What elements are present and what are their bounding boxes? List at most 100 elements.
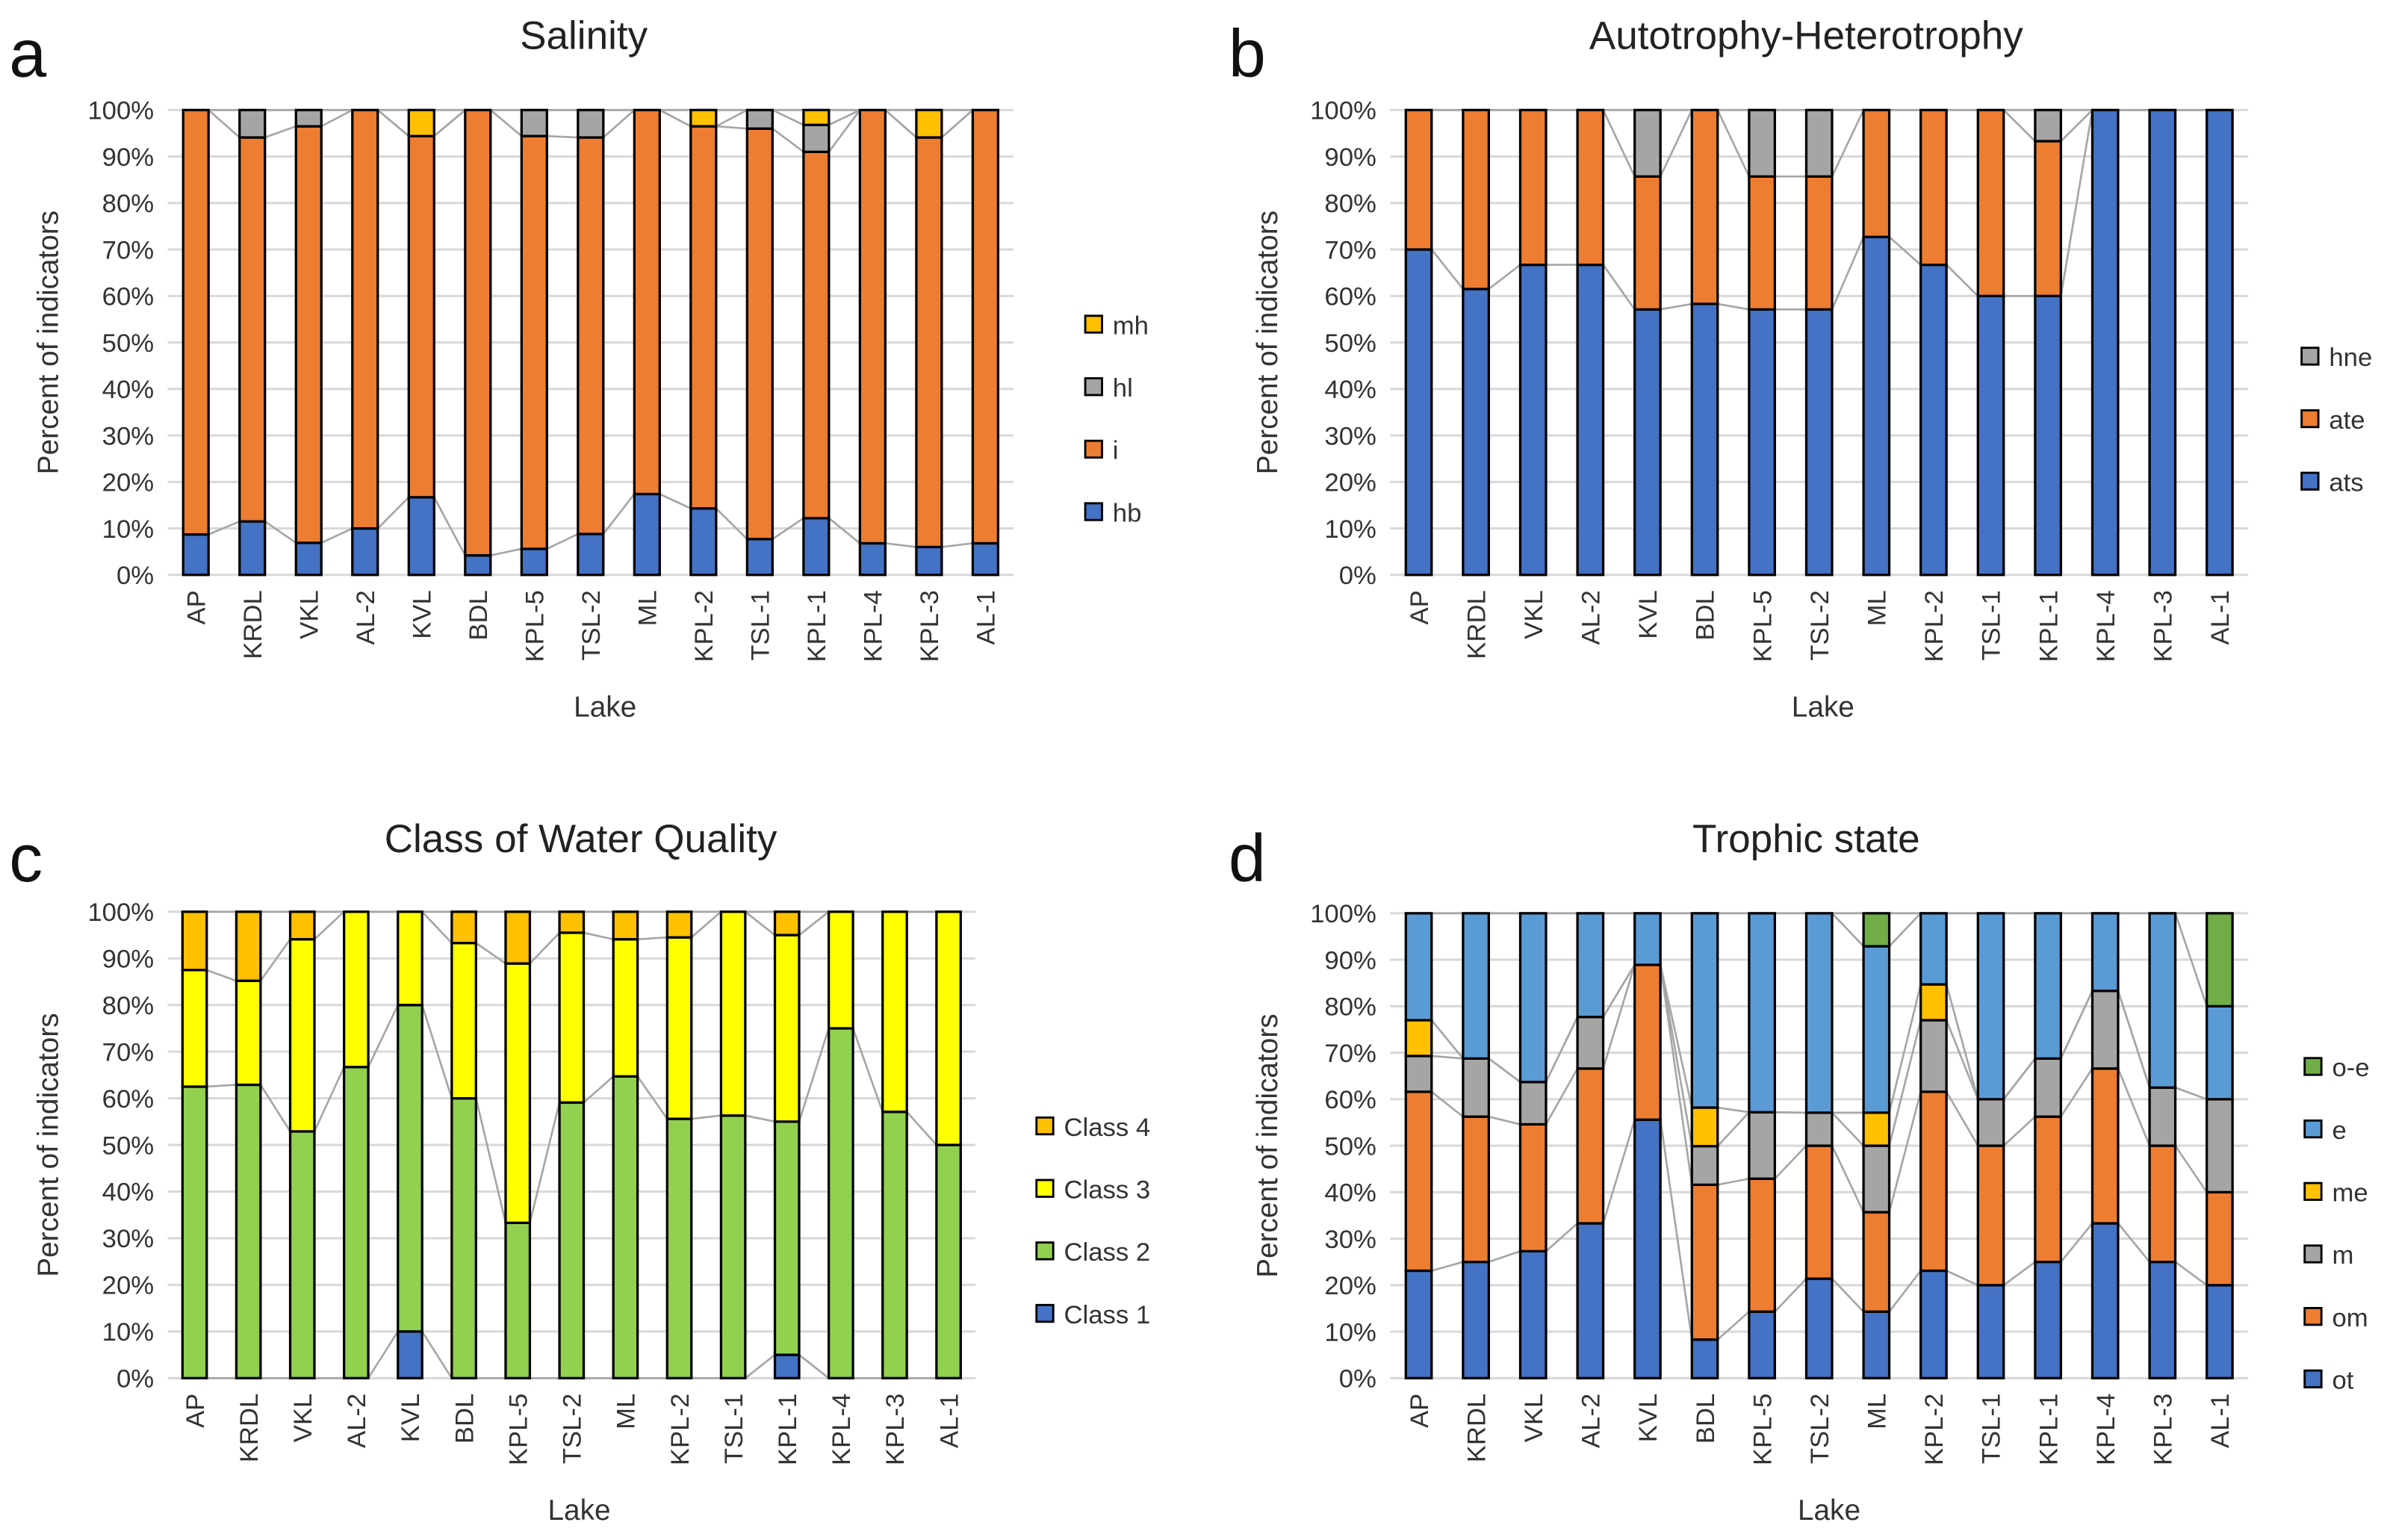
bar-segment-e (1518, 912, 1548, 1084)
series-line-Class 3 (745, 910, 776, 937)
legend-label: hl (1113, 374, 1133, 403)
chart-title: Trophic state (1692, 817, 1920, 861)
series-line-om (1717, 1177, 1750, 1186)
series-line-hb (659, 493, 692, 509)
bar-segment-ats (2148, 108, 2177, 577)
x-tick-label: KPL-3 (881, 1394, 910, 1465)
bar-segment-i (577, 136, 605, 535)
bar-segment-Class 2 (450, 1096, 477, 1379)
y-tick-label: 60% (102, 1085, 154, 1114)
bar-segment-me (1919, 983, 1948, 1022)
bar-segment-ats (1518, 263, 1548, 577)
bar-segment-m (1518, 1081, 1548, 1126)
bar-segment-m (1748, 1111, 1776, 1180)
legend-swatch-hb (1084, 502, 1103, 521)
y-tick-label: 10% (102, 515, 154, 544)
series-line-Class 1 (421, 1331, 453, 1379)
bar-segment-Class 4 (450, 910, 477, 945)
series-line-hb (715, 507, 748, 540)
bar-segment-hb (520, 547, 548, 577)
bar-segment-Class 2 (181, 1085, 208, 1379)
series-line-hl (433, 109, 466, 137)
x-tick-label: KPL-1 (2034, 1394, 2063, 1465)
legend-label: Class 2 (1064, 1238, 1150, 1267)
bar-segment-ats (1404, 248, 1433, 577)
series-line-ats (1488, 264, 1521, 291)
x-tick-label: AL-1 (935, 1394, 963, 1448)
bar-segment-Class 4 (181, 910, 208, 972)
y-tick-label: 10% (1324, 1318, 1376, 1347)
bar-segment-ot (1633, 1118, 1662, 1379)
series-line-ats (1717, 302, 1750, 311)
series-line-om (1888, 1091, 1922, 1213)
x-tick-label: KPL-4 (2092, 590, 2120, 662)
legend-swatch-m (2303, 1244, 2323, 1264)
series-line-e (2174, 913, 2208, 1007)
x-tick-label: AL-1 (2206, 1394, 2235, 1448)
bar-segment-hne (1804, 108, 1834, 178)
legend-swatch-Class 2 (1035, 1241, 1055, 1261)
y-tick-label: 30% (1324, 1226, 1376, 1254)
y-tick-label: 50% (1324, 1132, 1376, 1161)
bar-segment-i (351, 108, 379, 530)
series-line-m (1716, 1111, 1750, 1147)
y-tick-label: 0% (117, 1365, 154, 1394)
x-tick-label: KPL-3 (2150, 1394, 2178, 1465)
series-line-Class 2 (583, 1075, 615, 1104)
series-line-Class 2 (420, 1005, 453, 1099)
legend-swatch-Class 1 (1035, 1303, 1055, 1323)
bar-segment-ats (1862, 235, 1891, 577)
x-tick-label: KPL-1 (803, 590, 831, 662)
series-line-Class 3 (798, 910, 830, 937)
x-tick-label: AL-1 (2206, 590, 2235, 645)
series-line-me (1888, 984, 1922, 1114)
series-line-ate (1831, 109, 1865, 177)
series-line-m (1831, 1111, 1865, 1146)
y-tick-label: 40% (102, 1179, 154, 1207)
legend-label: Class 4 (1064, 1114, 1150, 1142)
bar-segment-ate (2034, 140, 2062, 297)
series-line-ate (1659, 109, 1693, 177)
chart-title: Salinity (520, 14, 648, 58)
x-tick-label: KPL-4 (860, 590, 888, 662)
legend-swatch-ot (2303, 1369, 2323, 1388)
bar-segment-i (915, 136, 943, 549)
legend-swatch-o-e (2303, 1057, 2323, 1076)
series-line-ot (1488, 1250, 1521, 1263)
y-tick-label: 100% (1310, 97, 1376, 125)
legend-label: hne (2329, 344, 2372, 372)
x-tick-label: KVL (1634, 590, 1663, 639)
series-line-hl (772, 109, 804, 126)
bar-segment-m (1690, 1145, 1719, 1186)
legend-label: i (1113, 437, 1119, 465)
series-line-me (1659, 964, 1693, 1108)
x-axis-label: Lake (1792, 692, 1854, 724)
x-axis-label: Lake (1798, 1494, 1860, 1527)
bar-segment-ats (1804, 308, 1834, 577)
bar-segment-ot (1576, 1222, 1605, 1379)
bar-segment-ot (1518, 1249, 1548, 1379)
legend-swatch-ats (2300, 471, 2320, 491)
bar-segment-Class 2 (881, 1111, 908, 1379)
y-tick-label: 100% (1310, 900, 1376, 928)
y-tick-label: 30% (102, 422, 154, 450)
series-line-Class 3 (583, 931, 614, 940)
series-line-hb (828, 517, 861, 544)
x-tick-label: ML (634, 590, 662, 626)
bar-segment-om (1862, 1211, 1891, 1313)
series-line-om (1946, 1091, 1979, 1146)
legend-label: m (2332, 1241, 2353, 1270)
series-line-om (1659, 964, 1693, 1185)
bar-segment-i (802, 150, 831, 520)
x-tick-label: VKL (1520, 1394, 1548, 1443)
series-line-hl (940, 109, 974, 139)
x-tick-label: AP (181, 1394, 210, 1428)
bar-segment-Class 2 (288, 1130, 316, 1379)
bar-segment-i (181, 108, 210, 536)
legend-label: o-e (2332, 1054, 2369, 1082)
series-line-i (264, 125, 297, 139)
x-tick-label: KRDL (239, 590, 267, 659)
bar-segment-Class 3 (450, 942, 477, 1100)
series-line-Class 1 (745, 1354, 776, 1379)
